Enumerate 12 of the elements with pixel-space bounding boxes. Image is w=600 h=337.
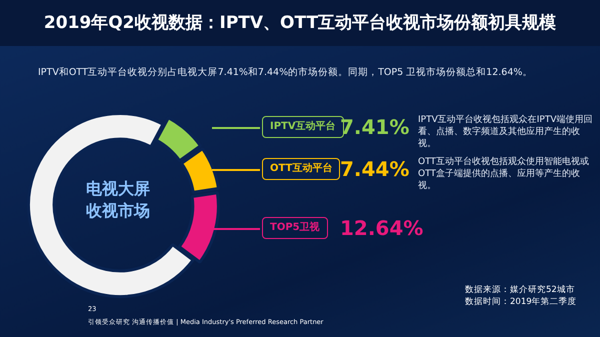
source-note: 数据来源：媒介研究52城市 bbox=[465, 284, 575, 296]
legend-label: TOP5卫视 bbox=[262, 217, 328, 239]
data-label: 12.64% bbox=[340, 215, 424, 241]
chart-title: 2019年Q2收视数据：IPTV、OTT互动平台收视市场份额初具规模 bbox=[0, 0, 600, 46]
legend-label: OTT互动平台 bbox=[262, 158, 340, 180]
text: 数据时间：2019年第二季度 bbox=[465, 296, 577, 308]
text: IPTV互动平台收视包括观众在IPTV端使用回看、点播、数字频道及其他应用产生的收视。 bbox=[418, 114, 594, 150]
text: OTT互动平台收视包括观众使用智能电视或OTT盒子端提供的点播、应用等产生的收视。 bbox=[418, 156, 590, 192]
chart-subtitle: IPTV和OTT互动平台收视分别占电视大屏7.41%和7.44%的市场份额。同期，TOP5 卫视市场份额总和12.64%。 bbox=[38, 66, 532, 79]
legend-label: IPTV互动平台 bbox=[270, 121, 336, 132]
data-label: 7.44% bbox=[340, 156, 410, 182]
text: 电视大屏收视市场 bbox=[85, 178, 151, 222]
